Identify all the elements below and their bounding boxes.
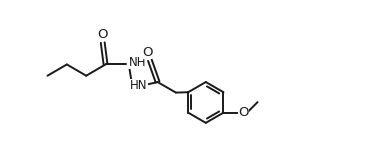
Text: O: O [98,28,108,41]
Text: O: O [142,46,152,59]
Text: O: O [238,106,249,119]
Text: NH: NH [128,56,146,69]
Text: HN: HN [130,79,148,92]
